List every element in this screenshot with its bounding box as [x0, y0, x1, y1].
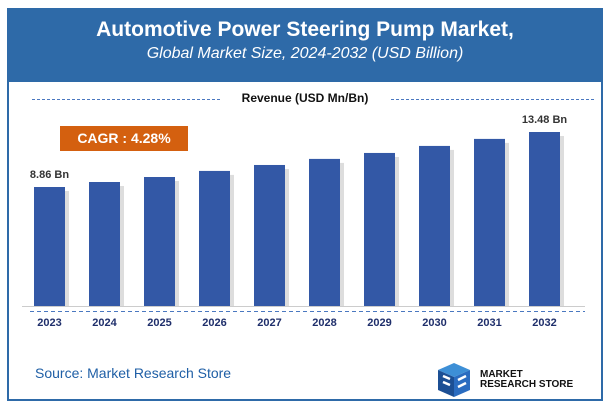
x-tick-label: 2028 [312, 317, 336, 329]
x-tick-label: 2029 [367, 317, 391, 329]
chart-subtitle: Global Market Size, 2024-2032 (USD Billi… [146, 45, 464, 62]
x-tick-label: 2031 [477, 317, 501, 329]
bar-2030 [419, 145, 450, 306]
bar-2032 [529, 132, 560, 306]
source-text: Source: Market Research Store [35, 365, 232, 381]
bar-2027 [254, 164, 285, 306]
revenue-label: Revenue (USD Mn/Bn) [241, 91, 369, 105]
x-tick-label: 2025 [147, 317, 171, 329]
logo-text: MARKET RESEARCH STORE [480, 370, 573, 390]
logo-line2: RESEARCH STORE [480, 379, 574, 390]
bar-2024 [89, 182, 120, 306]
x-tick-label: 2023 [37, 317, 61, 329]
x-tick-label: 2027 [257, 317, 281, 329]
bar-2031 [474, 138, 505, 306]
data-label: 13.48 Bn [522, 114, 568, 126]
bar-2029 [364, 152, 395, 306]
chart-frame: Automotive Power Steering Pump Market, G… [7, 8, 603, 401]
dashed-divider-right [391, 99, 594, 100]
x-tick-label: 2026 [202, 317, 226, 329]
logo: MARKET RESEARCH STORE [434, 360, 573, 400]
data-label: 8.86 Bn [30, 169, 69, 181]
x-tick-label: 2024 [92, 317, 117, 329]
cagr-badge: CAGR : 4.28% [60, 126, 188, 151]
logo-cube-icon [438, 363, 470, 397]
x-tick-label: 2030 [422, 317, 446, 329]
bar-2025 [144, 177, 175, 306]
logo-line1: MARKET [480, 369, 523, 380]
x-tick-label: 2032 [532, 317, 556, 329]
chart-title: Automotive Power Steering Pump Market, [96, 18, 514, 41]
dashed-divider-left [32, 99, 220, 100]
bar-2023 [34, 187, 65, 306]
bar-2026 [199, 170, 230, 306]
bar-2028 [309, 158, 340, 306]
chart-header: Automotive Power Steering Pump Market, G… [9, 10, 601, 82]
